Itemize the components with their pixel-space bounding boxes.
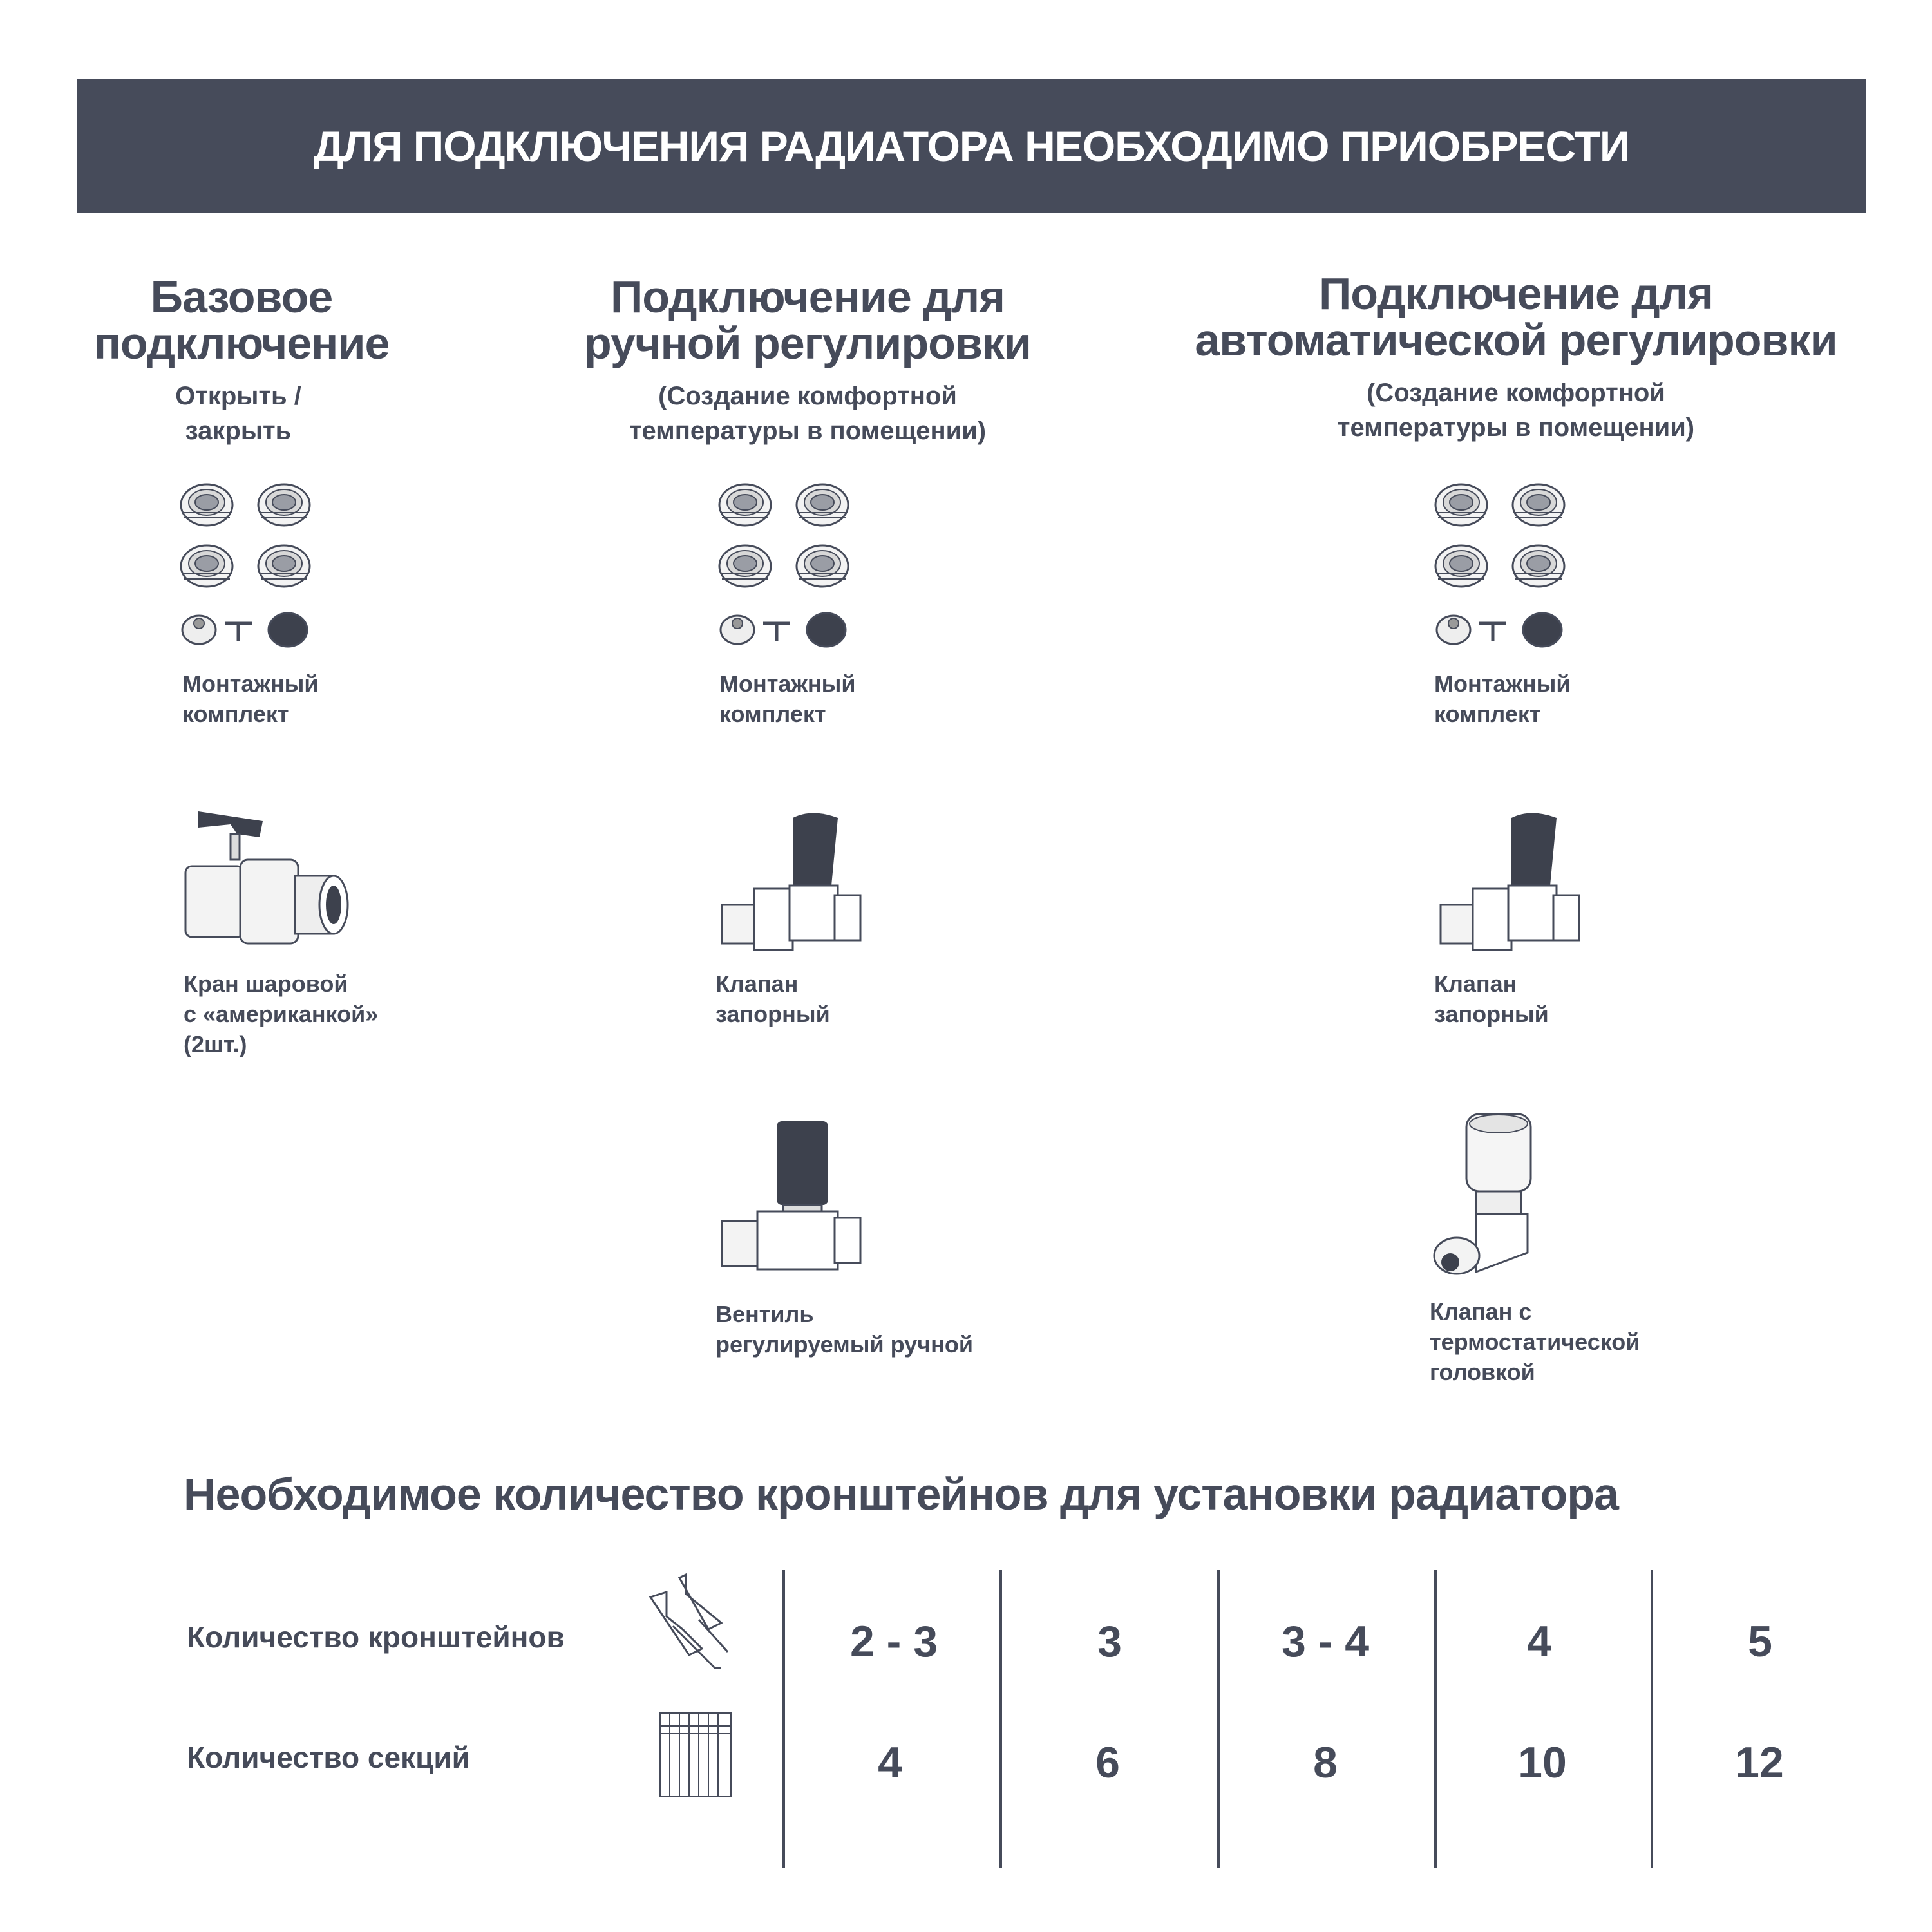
column-auto-title: Подключение для автоматической регулиров… [1130, 270, 1902, 363]
title-line: Подключение для [1318, 269, 1714, 319]
column-basic-title: Базовое подключение [0, 274, 596, 366]
item-label: Монтажный комплект [1434, 670, 1571, 727]
item-label: Клапан запорный [715, 971, 830, 1027]
sections-value: 12 [1735, 1738, 1784, 1787]
mounting-kit-icon [1434, 480, 1569, 651]
thermostatic-valve-icon [1433, 1113, 1532, 1275]
table-divider [782, 1570, 785, 1868]
sections-value: 4 [878, 1738, 902, 1787]
header-banner: ДЛЯ ПОДКЛЮЧЕНИЯ РАДИАТОРА НЕОБХОДИМО ПРИ… [77, 79, 1866, 213]
column-manual-subtitle: (Создание комфортной температуры в помещ… [486, 379, 1130, 448]
mounting-kit-icon [718, 480, 853, 651]
mounting-kit-icon [180, 480, 315, 651]
banner-title: ДЛЯ ПОДКЛЮЧЕНИЯ РАДИАТОРА НЕОБХОДИМО ПРИ… [313, 122, 1631, 170]
column-auto-subtitle: (Создание комфортной температуры в помещ… [1194, 375, 1838, 445]
subtitle-line: температуры в помещении) [629, 417, 987, 445]
radiator-icon [659, 1712, 732, 1797]
column-basic-subtitle: Открыть / закрыть [0, 379, 560, 448]
title-line: автоматической регулировки [1195, 315, 1837, 365]
brackets-title: Необходимое количество кронштейнов для у… [184, 1469, 1619, 1519]
item-label: Монтажный комплект [182, 670, 319, 727]
table-divider [999, 1570, 1002, 1868]
ball-valve-icon [184, 811, 349, 945]
title-line: Подключение для [610, 272, 1005, 322]
sections-value: 8 [1313, 1738, 1338, 1787]
sections-value: 10 [1518, 1738, 1567, 1787]
manual-valve-icon [721, 1121, 862, 1271]
row-label-sections: Количество секций [187, 1741, 470, 1774]
brackets-value: 3 [1097, 1617, 1122, 1666]
item-label: Кран шаровой с «американкой» (2шт.) [184, 971, 379, 1057]
sections-value: 6 [1095, 1738, 1120, 1787]
brackets-value: 2 - 3 [849, 1617, 938, 1666]
item-label: Клапан с термостатической головкой [1430, 1298, 1640, 1385]
table-divider [1434, 1570, 1437, 1868]
column-manual-title: Подключение для ручной регулировки [453, 274, 1162, 366]
title-line: ручной регулировки [584, 318, 1032, 368]
brackets-value: 3 - 4 [1281, 1617, 1370, 1666]
shutoff-valve-icon [1439, 813, 1580, 951]
item-label: Монтажный комплект [719, 670, 856, 727]
brackets-value: 4 [1527, 1617, 1551, 1666]
subtitle-line: (Создание комфортной [1367, 379, 1665, 407]
subtitle-line: температуры в помещении) [1337, 413, 1695, 442]
shutoff-valve-icon [721, 813, 862, 951]
title-line: Базовое [150, 272, 334, 322]
item-label: Вентиль регулируемый ручной [715, 1301, 973, 1358]
table-divider [1651, 1570, 1653, 1868]
subtitle-line: (Создание комфортной [658, 382, 957, 410]
bracket-icon [649, 1573, 729, 1669]
brackets-value: 5 [1748, 1617, 1772, 1666]
subtitle-line: Открыть / [175, 382, 301, 410]
subtitle-line: закрыть [185, 417, 292, 445]
row-label-brackets: Количество кронштейнов [187, 1620, 565, 1654]
item-label: Клапан запорный [1434, 971, 1549, 1027]
table-divider [1217, 1570, 1220, 1868]
title-line: подключение [93, 318, 390, 368]
